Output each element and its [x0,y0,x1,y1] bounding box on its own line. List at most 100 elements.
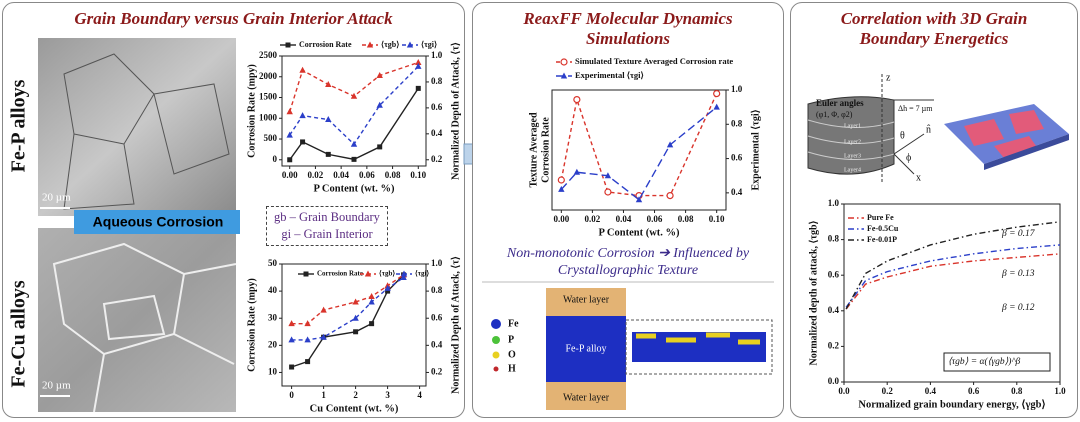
axis-label: θ [900,130,905,141]
marker [368,298,375,305]
marker [604,172,612,179]
fe-p-micrograph [38,38,236,216]
marker [303,271,309,277]
axis-label: z [886,72,891,83]
title-line: Simulations [585,29,671,48]
layer-label: Water layer [563,392,610,403]
x-tick-label: 0 [289,390,294,400]
y-tick-label: 30 [268,312,278,322]
marker [406,41,414,48]
marker [352,314,359,321]
marker [400,274,407,281]
annotation-box [943,352,1051,372]
caption: Non-monotonic Corrosion ➔ Influenced by … [473,245,783,279]
y-tick-label: 0.6 [731,153,743,163]
y-tick-label: 2000 [259,71,278,81]
marker [415,62,422,69]
euler-symbols: (φ1, Φ, φ2) [816,110,853,119]
x-tick-label: 0.04 [616,214,632,224]
y-tick-label: 0.0 [828,376,840,386]
y-tick-label: 20 [268,339,278,349]
x-axis-label: Normalized grain boundary energy, ⟨γgb⟩ [858,398,1045,410]
height-label: Δh = 7 µm [898,104,933,113]
key-box: gb – Grain Boundary gi – Grain Interior [266,206,388,246]
banner [74,210,240,234]
marker [604,188,612,196]
panel-title: ReaxFF Molecular Dynamics Simulations [473,9,783,49]
marker [285,42,291,48]
y-tick-label: 0.2 [828,340,840,350]
marker [299,66,306,73]
x-tick-label: 0.08 [678,214,694,224]
marker [369,321,375,327]
chart: 0.00 0.02 0.04 0.06 0.08 0.10 0.4 0.6 0.8 1.0 P Co… [528,56,761,238]
marker [560,58,568,66]
series-line [560,106,718,201]
series-line [289,65,419,146]
species-dot [493,366,499,372]
layer-label: Layer2 [844,139,861,145]
species-dot [491,319,501,329]
x-tick-label: 0.02 [308,170,324,180]
series-line [289,87,419,161]
y-tick-label: 1.0 [731,84,743,94]
marker [304,336,311,343]
legend-label: ⟨τgb⟩ [379,270,395,278]
y-tick-label: 0.8 [731,118,743,128]
x-axis-label: P Content (wt. %) [598,227,680,238]
md-snapshot: Water layer Fe-P alloy Water layer Fe P … [482,281,774,410]
marker [286,131,293,138]
y-tick-label: 1.0 [431,50,443,60]
x-tick-label: 0.8 [1011,386,1023,396]
x-axis [893,153,915,175]
series-line [845,221,1061,310]
chart: 0 1 2 3 4 10 20 30 40 50 0.2 0.4 0.6 0.8 1.0 Cu Content… [246,256,461,414]
x-tick-label: 1 [321,390,326,400]
x-tick-label: 0.00 [282,170,298,180]
chart: 0.00 0.02 0.04 0.06 0.08 0.10 0 500 1000 1500 2000… [246,40,461,195]
marker [635,196,643,203]
grain-map-edge [984,134,1069,170]
x-tick-label: 0.00 [553,214,569,224]
zoom-atoms [636,332,760,345]
banner-text: Aqueous Corrosion [93,214,224,230]
x-axis-label: Cu Content (wt. %) [310,403,399,414]
panel-title: Grain Boundary versus Grain Interior Att… [74,9,393,28]
x-tick-label: 0.10 [709,214,725,224]
marker [304,320,311,327]
legend-label: ⟨τgi⟩ [415,270,429,278]
y-tick-label: 1500 [259,92,278,102]
marker [352,298,359,305]
scale-label: 20 µm [42,380,71,392]
marker [286,108,293,115]
micrographs: Aqueous Corrosion Fe-P alloys Fe-Cu allo… [8,38,240,413]
marker [415,85,421,91]
layer-stack [807,96,895,175]
title-line: Boundary Energetics [859,29,1009,48]
marker [713,89,721,98]
key-item: gi – Grain Interior [281,227,373,241]
legend-label: Corrosion Rate [317,270,363,278]
marker [415,58,422,65]
euler-label: Euler angles [816,98,864,108]
grain-diagram: Euler angles (φ1, Φ, φ2) Δh = 7 µm Layer… [807,72,1069,184]
x-tick-label: 1.0 [1054,386,1066,396]
alloy-label: Fe-Cu alloys [8,280,30,387]
layer-label: Layer1 [844,123,861,129]
marker [666,192,674,200]
x-tick-label: 0.6 [968,386,980,396]
y-tick-label: 0.6 [431,102,443,112]
x-axis-label: P Content (wt. %) [313,183,395,194]
y-tick-label: 0.8 [431,285,443,295]
marker [325,116,332,123]
x-tick-label: 0.2 [882,386,894,396]
x-tick-label: 0.02 [585,214,601,224]
plot-frame [843,203,1061,383]
x-tick-label: 0.08 [385,170,401,180]
marker [353,329,359,335]
y-tick-label: 50 [268,258,278,268]
series-line [560,93,718,197]
y-tick-label: 0 [273,154,278,164]
y-tick-label: 0.4 [431,128,443,138]
y-axis-label: Normalized depth of attack, ⟨τgb⟩ [808,220,819,365]
